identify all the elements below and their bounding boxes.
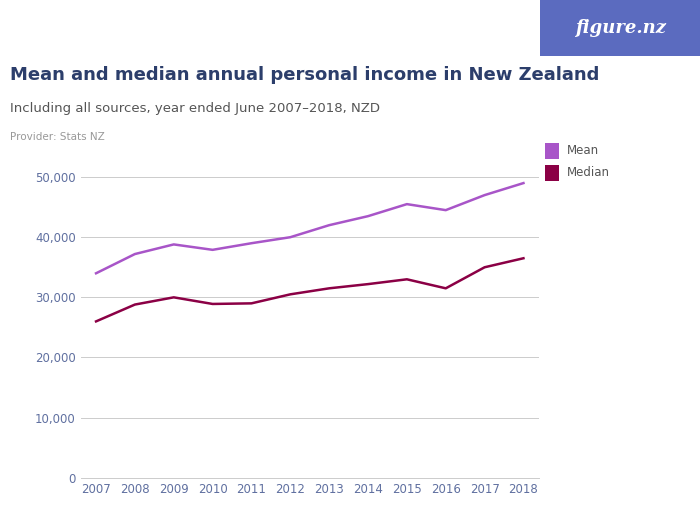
Text: Mean and median annual personal income in New Zealand: Mean and median annual personal income i… xyxy=(10,66,600,83)
Text: Mean: Mean xyxy=(567,144,599,157)
Text: Provider: Stats NZ: Provider: Stats NZ xyxy=(10,132,105,142)
Text: Including all sources, year ended June 2007–2018, NZD: Including all sources, year ended June 2… xyxy=(10,102,381,116)
Text: figure.nz: figure.nz xyxy=(575,19,666,37)
Text: Median: Median xyxy=(567,166,610,179)
